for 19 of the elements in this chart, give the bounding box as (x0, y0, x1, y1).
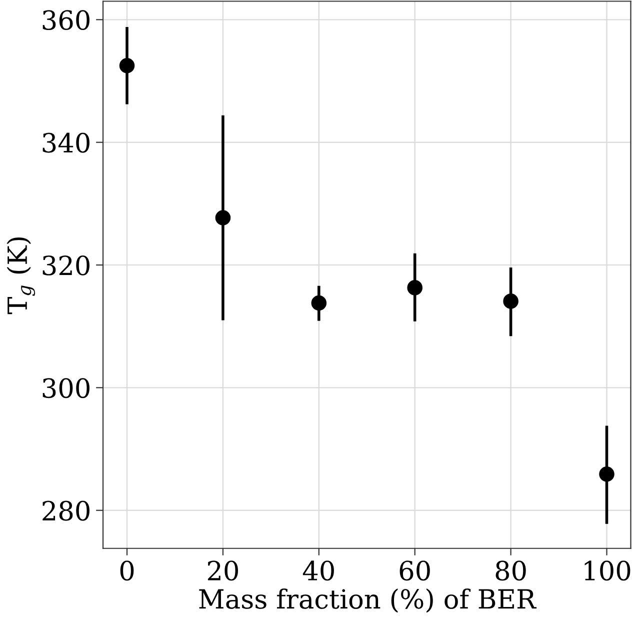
x-tick-label: 100 (584, 560, 630, 581)
point (311, 295, 327, 311)
y-tick-label: 300 (42, 378, 90, 398)
point (215, 210, 231, 226)
point (599, 466, 614, 482)
x-tick-label: 60 (400, 560, 430, 581)
point (119, 58, 135, 74)
x-axis-title: Mass fraction (%) of BER (199, 588, 537, 613)
x-tick-label: 80 (496, 560, 526, 581)
y-tick-label: 360 (42, 10, 90, 30)
x-tick-label: 0 (120, 560, 134, 581)
y-axis-title: T$_{g}$ (K) (6, 237, 36, 314)
y-tick-label: 340 (42, 132, 90, 153)
point (407, 280, 422, 296)
x-tick-label: 20 (208, 560, 238, 581)
y-tick-label: 320 (42, 255, 90, 276)
x-tick-label: 40 (302, 560, 334, 581)
point (503, 294, 518, 309)
y-tick-label: 280 (42, 500, 90, 521)
